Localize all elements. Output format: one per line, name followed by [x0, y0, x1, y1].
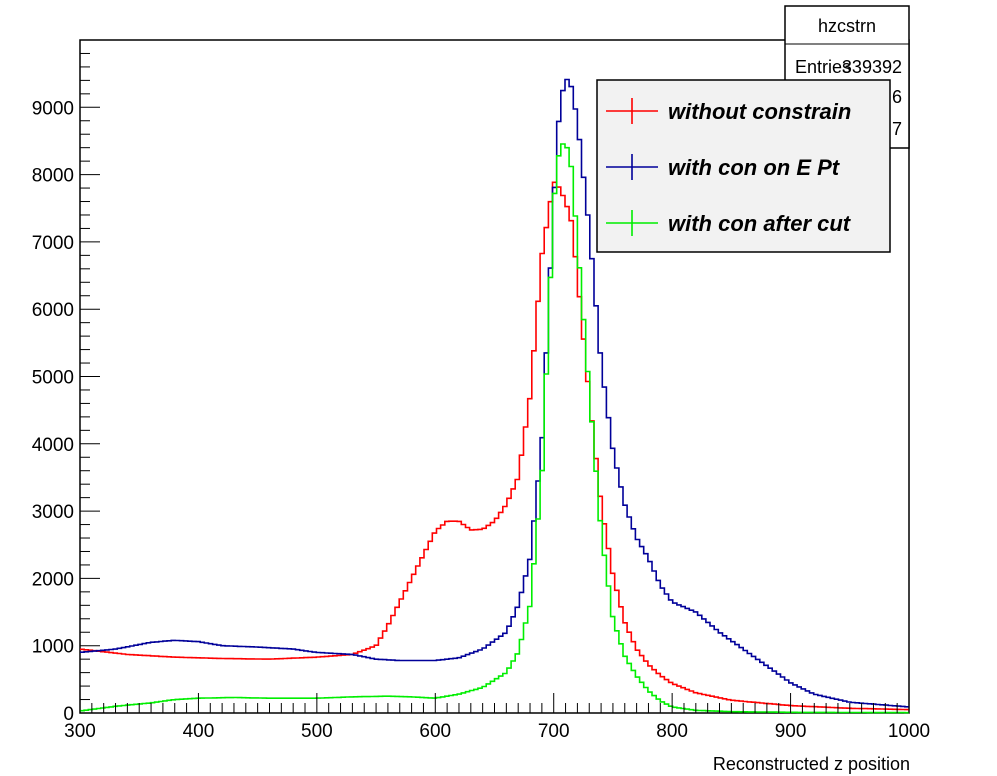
series-line-without-constrain: [80, 181, 909, 711]
legend-entry-with-con-on-e-pt: with con on E Pt: [606, 154, 841, 180]
legend: without constrain with con on E Pt with …: [596, 79, 891, 253]
legend-label: without constrain: [668, 99, 851, 124]
x-tick-label: 400: [183, 721, 215, 742]
series-layer: [80, 78, 909, 714]
y-tick-label: 3000: [32, 502, 74, 523]
stats-entries-value: 339392: [842, 57, 902, 77]
x-axis-title: Reconstructed z position: [713, 754, 910, 774]
legend-entry-with-con-after-cut: with con after cut: [606, 210, 852, 236]
y-tick-label: 2000: [32, 569, 74, 590]
x-tick-label: 500: [301, 721, 333, 742]
x-tick-label: 600: [419, 721, 451, 742]
legend-label: with con on E Pt: [668, 155, 841, 180]
series-line-with-con-on-e-pt: [80, 78, 909, 708]
x-tick-label: 700: [538, 721, 570, 742]
y-tick-label: 9000: [32, 98, 74, 119]
stats-box-title: hzcstrn: [818, 16, 876, 36]
x-tick-label: 800: [656, 721, 688, 742]
axis-layer: 300 400 500 600 700 800 900 1000 0 1000 2000 3000 40…: [32, 52, 930, 742]
y-tick-label: 8000: [32, 166, 74, 187]
x-tick-label: 1000: [888, 721, 930, 742]
y-tick-label: 0: [63, 704, 74, 725]
y-tick-label: 1000: [32, 637, 74, 658]
y-tick-label: 7000: [32, 233, 74, 254]
y-tick-label: 4000: [32, 435, 74, 456]
x-tick-label: 300: [64, 721, 96, 742]
stats-entries-label: Entries: [795, 57, 851, 77]
legend-entry-without-constrain: without constrain: [606, 98, 851, 124]
series-line-with-con-after-cut: [80, 143, 909, 714]
legend-label: with con after cut: [668, 211, 852, 236]
x-tick-label: 900: [775, 721, 807, 742]
y-tick-label: 6000: [32, 300, 74, 321]
y-tick-label: 5000: [32, 368, 74, 389]
